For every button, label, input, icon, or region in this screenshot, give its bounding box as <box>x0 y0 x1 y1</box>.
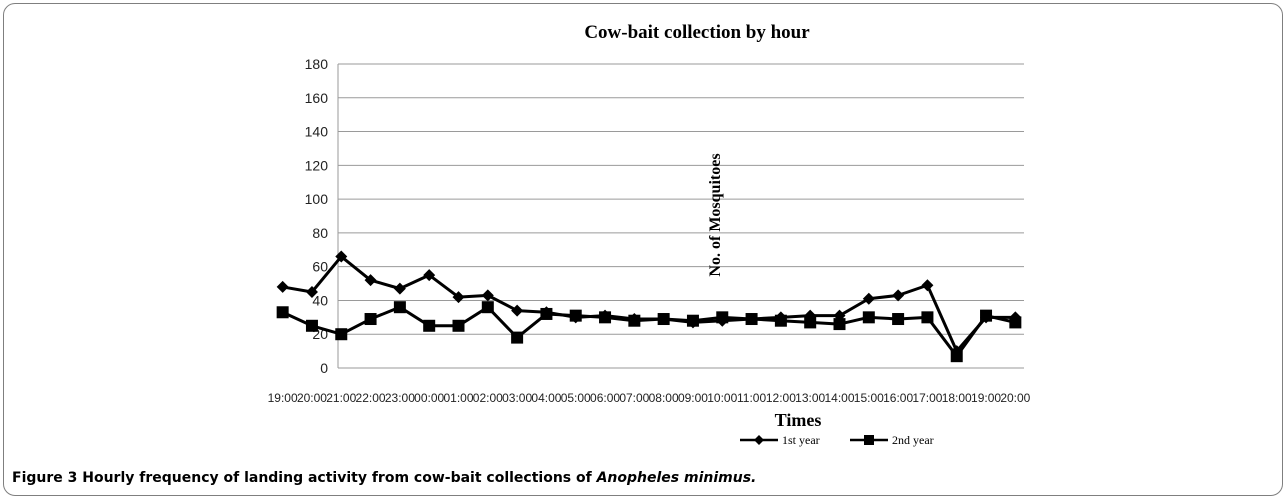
x-tick-label: 02:00 <box>473 391 503 405</box>
data-point-diamond <box>452 291 465 304</box>
data-point-square <box>628 314 641 327</box>
y-tick-label: 80 <box>312 225 328 241</box>
data-point-square <box>452 319 465 332</box>
data-point-square <box>423 319 436 332</box>
data-point-square <box>980 309 993 322</box>
x-tick-label: 23:00 <box>385 391 415 405</box>
data-point-diamond <box>364 274 377 287</box>
x-tick-label: 07:00 <box>619 391 649 405</box>
x-tick-label: 06:00 <box>590 391 620 405</box>
data-point-square <box>774 314 787 327</box>
data-point-diamond <box>511 304 524 317</box>
figure-caption: Figure 3 Hourly frequency of landing act… <box>12 470 756 486</box>
x-tick-label: 16:00 <box>883 391 913 405</box>
caption-text: Hourly frequency of landing activity fro… <box>77 470 597 486</box>
data-point-square <box>892 313 905 326</box>
x-tick-label: 15:00 <box>854 391 884 405</box>
data-point-square <box>276 306 289 319</box>
data-point-square <box>481 301 494 314</box>
data-point-square <box>511 331 524 344</box>
x-tick-label: 20:00 <box>1000 391 1030 405</box>
data-point-square <box>804 316 817 329</box>
y-tick-label: 100 <box>305 191 329 207</box>
x-tick-label: 12:00 <box>766 391 796 405</box>
data-point-diamond <box>393 282 406 295</box>
legend-marker-square <box>864 435 874 445</box>
data-point-square <box>540 307 553 320</box>
caption-figure-number: Figure 3 <box>12 470 78 486</box>
legend: 1st year 2nd year <box>740 433 934 447</box>
legend-label: 2nd year <box>892 433 934 447</box>
data-point-square <box>1009 316 1022 329</box>
data-point-square <box>305 319 318 332</box>
data-point-diamond <box>921 279 934 292</box>
caption-species: Anopheles minimus. <box>596 470 757 486</box>
data-point-square <box>862 311 875 324</box>
y-axis-label: No. of Mosquitoes <box>707 153 724 276</box>
data-point-square <box>364 313 377 326</box>
x-axis-ticks: 19:00 20:00 21:00 22:00 23:00 00:00 01:00 02:00… <box>268 391 1031 405</box>
data-point-square <box>745 313 758 326</box>
x-tick-label: 11:00 <box>737 391 766 405</box>
data-point-square <box>393 301 406 314</box>
x-tick-label: 21:00 <box>326 391 356 405</box>
y-tick-label: 0 <box>320 360 328 376</box>
grid-lines <box>337 63 1024 369</box>
legend-label: 1st year <box>782 433 820 447</box>
data-point-diamond <box>862 292 875 305</box>
x-tick-label: 18:00 <box>942 391 972 405</box>
data-point-diamond <box>305 286 318 298</box>
y-tick-label: 120 <box>305 157 329 173</box>
x-tick-label: 04:00 <box>531 391 561 405</box>
x-tick-label: 22:00 <box>356 391 386 405</box>
data-point-square <box>599 311 612 324</box>
x-tick-label: 17:00 <box>912 391 942 405</box>
x-tick-label: 20:00 <box>297 391 327 405</box>
x-tick-label: 00:00 <box>414 391 444 405</box>
x-axis-label: Times <box>775 410 822 430</box>
data-point-diamond <box>481 289 494 302</box>
x-tick-label: 08:00 <box>649 391 679 405</box>
x-tick-label: 09:00 <box>678 391 708 405</box>
data-point-square <box>833 318 846 331</box>
data-point-square <box>921 311 934 324</box>
y-tick-label: 40 <box>312 292 328 308</box>
data-point-square <box>686 314 699 327</box>
series-line-1 <box>282 255 1016 353</box>
x-tick-label: 14:00 <box>824 391 854 405</box>
x-tick-label: 05:00 <box>561 391 591 405</box>
data-point-diamond <box>423 269 436 282</box>
data-point-square <box>950 350 963 363</box>
y-tick-label: 140 <box>305 124 329 140</box>
series-lines <box>276 250 1022 363</box>
legend-marker-diamond <box>754 435 764 445</box>
data-point-square <box>569 309 582 322</box>
x-tick-label: 03:00 <box>502 391 532 405</box>
x-tick-label: 01:00 <box>443 391 473 405</box>
data-point-diamond <box>335 250 348 263</box>
y-tick-label: 60 <box>312 259 328 275</box>
y-tick-label: 180 <box>305 56 329 72</box>
figure-frame <box>3 3 1283 496</box>
x-tick-label: 10:00 <box>707 391 737 405</box>
x-tick-label: 13:00 <box>795 391 825 405</box>
chart-title: Cow-bait collection by hour <box>584 22 810 43</box>
x-tick-label: 19:00 <box>268 391 298 405</box>
data-point-square <box>657 313 670 326</box>
data-point-diamond <box>892 289 905 302</box>
x-tick-label: 19:00 <box>971 391 1001 405</box>
series-line-2 <box>282 305 1016 358</box>
data-point-square <box>335 328 348 341</box>
y-tick-label: 160 <box>305 90 329 106</box>
data-point-diamond <box>276 280 289 293</box>
data-point-square <box>716 311 729 324</box>
